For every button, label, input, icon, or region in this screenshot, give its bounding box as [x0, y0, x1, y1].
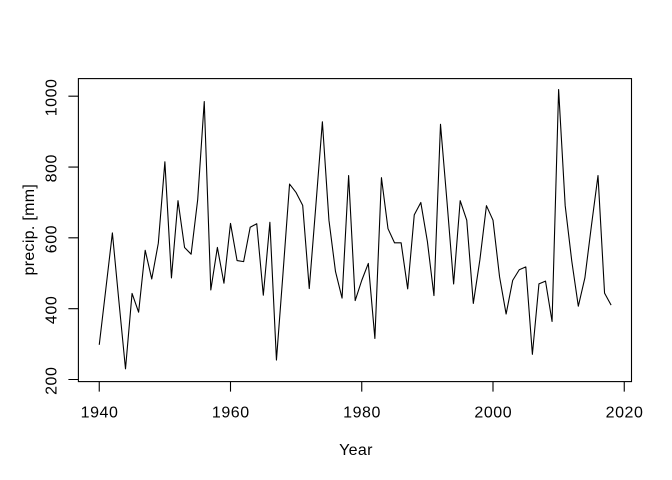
svg-text:2020: 2020 — [606, 404, 644, 421]
svg-text:400: 400 — [43, 296, 60, 324]
svg-text:1940: 1940 — [81, 404, 119, 421]
svg-text:Year: Year — [339, 442, 373, 459]
svg-text:2000: 2000 — [474, 404, 512, 421]
svg-text:200: 200 — [43, 367, 60, 395]
svg-text:800: 800 — [43, 154, 60, 182]
svg-text:1980: 1980 — [343, 404, 381, 421]
svg-text:1960: 1960 — [212, 404, 250, 421]
svg-text:1000: 1000 — [43, 79, 60, 117]
svg-text:precip. [mm]: precip. [mm] — [21, 184, 38, 276]
svg-text:600: 600 — [43, 225, 60, 253]
